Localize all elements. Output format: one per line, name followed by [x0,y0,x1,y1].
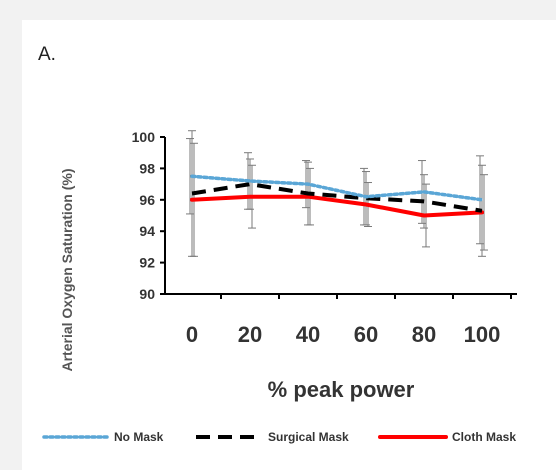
x-tick-label: 40 [296,322,320,347]
series-line-cloth-mask [190,194,484,218]
error-bar [246,158,254,210]
y-tick-label: 92 [139,255,155,271]
legend-label: Surgical Mask [268,430,349,444]
tick-labels: 90 92 94 96 98 100 0 20 40 60 80 100 [132,129,501,347]
chart-axes [160,136,517,299]
y-tick-label: 96 [139,192,155,208]
x-tick-label: 100 [464,322,501,347]
x-axis-title: % peak power [268,377,415,402]
panel-label: A. [38,44,56,65]
x-tick-label: 20 [238,322,262,347]
error-bar [186,138,194,215]
cropped-header-text [0,0,556,20]
x-tick-label: 0 [186,322,198,347]
series-line-no-mask [190,174,484,202]
legend-item: Surgical Mask [196,430,349,444]
y-tick-label: 98 [139,160,155,176]
series-line-surgical-mask [191,182,483,213]
y-tick-label: 100 [132,129,156,145]
legend: No Mask Surgical Mask Cloth Mask [42,430,516,444]
legend-item: No Mask [42,430,164,444]
error-bar [480,174,488,251]
y-axis-title: Arterial Oxygen Saturation (%) [59,168,75,371]
legend-item: Cloth Mask [378,430,516,444]
x-tick-label: 80 [412,322,436,347]
x-tick-label: 60 [354,322,378,347]
legend-label: Cloth Mask [452,430,516,444]
y-tick-label: 90 [139,286,155,302]
series-lines [190,174,484,218]
y-tick-label: 94 [139,223,155,239]
legend-label: No Mask [114,430,164,444]
chart-panel [22,20,556,470]
